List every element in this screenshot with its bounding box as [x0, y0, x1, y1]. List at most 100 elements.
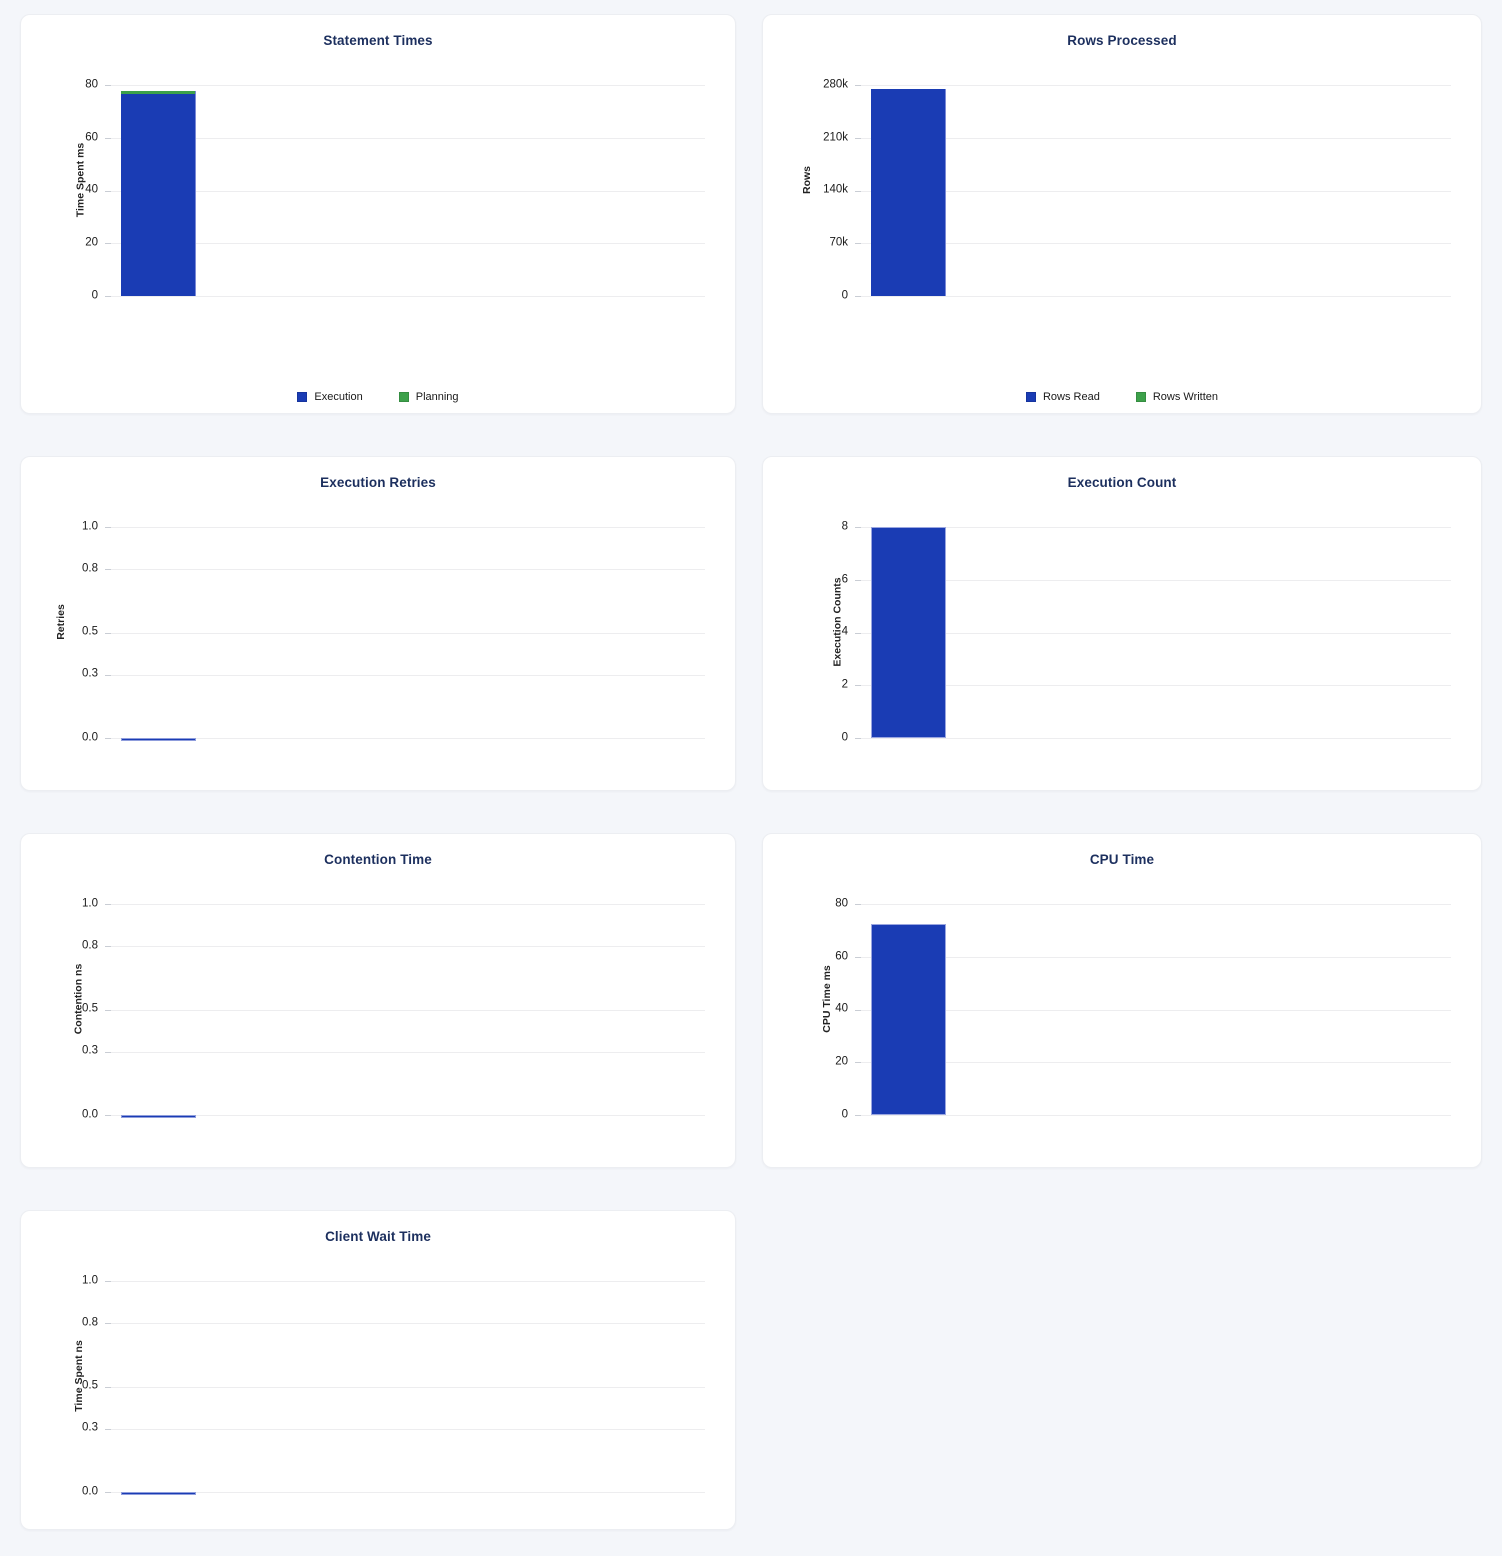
gridline [861, 579, 1451, 581]
gridline [111, 1428, 705, 1430]
y-tick: 0.0 [43, 1486, 705, 1497]
chart-card-contention-time: Contention Time Contention ns 0.0 0.3 0.5 0… [20, 833, 736, 1168]
y-tick-mark [855, 685, 861, 687]
gridline [111, 190, 705, 192]
gridline [861, 190, 1451, 192]
y-tick-label: 0.3 [82, 1044, 98, 1057]
y-tick: 70k [793, 237, 1451, 248]
gridline [861, 85, 1451, 87]
y-tick-label: 0.0 [82, 731, 98, 744]
y-tick-mark [105, 527, 111, 529]
y-tick: 0 [793, 732, 1451, 743]
y-tick: 20 [793, 1056, 1451, 1067]
gridline [111, 569, 705, 571]
chart-title: Execution Retries [320, 475, 436, 490]
y-tick-label: 60 [835, 950, 848, 963]
gridline [861, 137, 1451, 139]
y-tick-label: 0 [841, 289, 848, 302]
gridline [111, 1115, 705, 1116]
y-tick: 0.0 [43, 1109, 705, 1120]
gridline [111, 1281, 705, 1283]
y-tick-label: 0.5 [82, 1002, 98, 1015]
y-tick-mark [105, 738, 111, 739]
gridline [111, 137, 705, 139]
y-tick: 0.5 [43, 626, 705, 637]
gridline [861, 956, 1451, 958]
y-tick: 4 [793, 626, 1451, 637]
y-tick-mark [855, 1062, 861, 1064]
chart-legend: Rows Read Rows Written [763, 391, 1481, 403]
y-tick-label: 0.3 [82, 667, 98, 680]
y-tick: 0 [793, 290, 1451, 301]
legend-item[interactable]: Rows Written [1135, 391, 1219, 403]
y-tick-label: 0.8 [82, 562, 98, 575]
gridline [111, 527, 705, 529]
y-tick: 2 [793, 679, 1451, 690]
plot-area: Retries 0.0 0.3 0.5 0.8 1.0 [43, 506, 705, 743]
gridline [861, 685, 1451, 687]
y-tick-label: 4 [841, 625, 848, 638]
y-tick-label: 280k [823, 78, 848, 91]
y-tick-mark [105, 904, 111, 906]
gridline [861, 527, 1451, 529]
y-tick-label: 0.5 [82, 1379, 98, 1392]
y-tick: 80 [793, 898, 1451, 909]
legend-item[interactable]: Execution [297, 391, 363, 403]
y-tick-mark [855, 579, 861, 581]
y-tick-mark [855, 956, 861, 958]
y-tick-label: 60 [85, 131, 98, 144]
chart-title: Client Wait Time [325, 1229, 431, 1244]
y-tick-mark [105, 1428, 111, 1430]
y-tick-mark [855, 243, 861, 245]
legend-item[interactable]: Planning [398, 391, 459, 403]
legend-swatch-icon [1135, 392, 1146, 402]
y-tick-label: 0.3 [82, 1421, 98, 1434]
y-tick-mark [855, 1009, 861, 1011]
y-tick-label: 0.0 [82, 1108, 98, 1121]
y-tick-mark [105, 569, 111, 571]
legend-label: Planning [415, 391, 459, 403]
y-tick-label: 0.8 [82, 1316, 98, 1329]
plot-area: Time Spent ms 0 20 40 60 80 [43, 64, 705, 301]
y-tick: 0.8 [43, 563, 705, 574]
y-axis-ticks: 0 70k 140k 210k 280k [793, 64, 1451, 301]
y-tick-mark [105, 946, 111, 948]
y-tick: 1.0 [43, 898, 705, 909]
y-tick-mark [855, 296, 861, 297]
y-tick-mark [105, 296, 111, 297]
y-tick-mark [105, 632, 111, 634]
legend-label: Rows Written [1152, 391, 1219, 403]
legend-item[interactable]: Rows Read [1025, 391, 1100, 403]
y-tick: 0.3 [43, 1045, 705, 1056]
chart-title: Execution Count [1067, 475, 1177, 490]
y-tick-mark [105, 1051, 111, 1053]
y-tick: 0.3 [43, 668, 705, 679]
y-tick: 0.5 [43, 1003, 705, 1014]
y-tick-label: 8 [841, 520, 848, 533]
plot-area: Time Spent ns 0.0 0.3 0.5 0.8 1.0 [43, 1260, 705, 1497]
chart-card-execution-retries: Execution Retries Retries 0.0 0.3 0.5 0.8 1.… [20, 456, 736, 791]
legend-swatch-icon [398, 392, 409, 402]
gridline [111, 1051, 705, 1053]
gridline [111, 946, 705, 948]
gridline [861, 296, 1451, 297]
legend-swatch-icon [1025, 392, 1036, 402]
y-tick: 20 [43, 237, 705, 248]
y-tick-mark [855, 904, 861, 906]
y-tick-label: 2 [841, 678, 848, 691]
legend-label: Rows Read [1042, 391, 1100, 403]
chart-legend: Execution Planning [21, 391, 735, 403]
legend-label: Execution [314, 391, 363, 403]
y-tick-label: 6 [841, 573, 848, 586]
y-tick-mark [105, 1115, 111, 1116]
y-tick-mark [105, 85, 111, 87]
y-tick-mark [855, 738, 861, 739]
y-tick: 6 [793, 574, 1451, 585]
y-tick-mark [855, 190, 861, 192]
y-tick-mark [105, 190, 111, 192]
chart-title: Rows Processed [1067, 33, 1177, 48]
y-tick: 140k [793, 184, 1451, 195]
y-tick-mark [105, 243, 111, 245]
gridline [861, 738, 1451, 739]
